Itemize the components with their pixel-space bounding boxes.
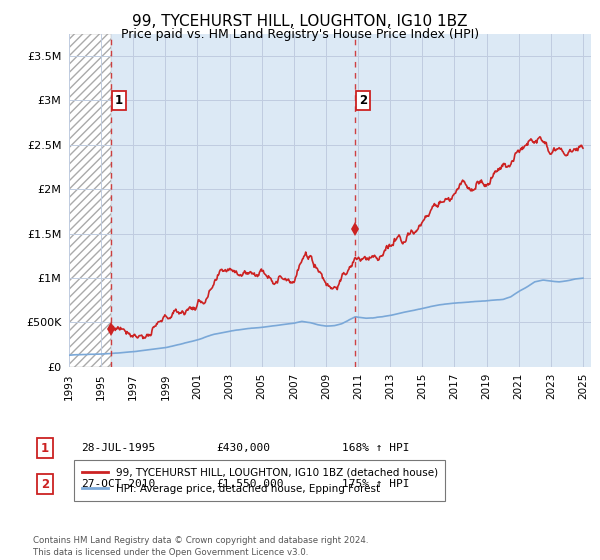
Text: 2: 2: [359, 94, 368, 107]
Text: Price paid vs. HM Land Registry's House Price Index (HPI): Price paid vs. HM Land Registry's House …: [121, 28, 479, 41]
Text: 99, TYCEHURST HILL, LOUGHTON, IG10 1BZ: 99, TYCEHURST HILL, LOUGHTON, IG10 1BZ: [132, 14, 468, 29]
Text: 27-OCT-2010: 27-OCT-2010: [81, 479, 155, 489]
Text: 28-JUL-1995: 28-JUL-1995: [81, 443, 155, 453]
Text: 168% ↑ HPI: 168% ↑ HPI: [342, 443, 409, 453]
Text: £430,000: £430,000: [216, 443, 270, 453]
Text: £1,550,000: £1,550,000: [216, 479, 284, 489]
Text: 1: 1: [41, 441, 49, 455]
Legend: 99, TYCEHURST HILL, LOUGHTON, IG10 1BZ (detached house), HPI: Average price, det: 99, TYCEHURST HILL, LOUGHTON, IG10 1BZ (…: [74, 460, 445, 501]
Bar: [69, 34, 110, 367]
Text: 2: 2: [41, 478, 49, 491]
Text: 1: 1: [115, 94, 122, 107]
Text: 175% ↑ HPI: 175% ↑ HPI: [342, 479, 409, 489]
Text: Contains HM Land Registry data © Crown copyright and database right 2024.
This d: Contains HM Land Registry data © Crown c…: [33, 536, 368, 557]
